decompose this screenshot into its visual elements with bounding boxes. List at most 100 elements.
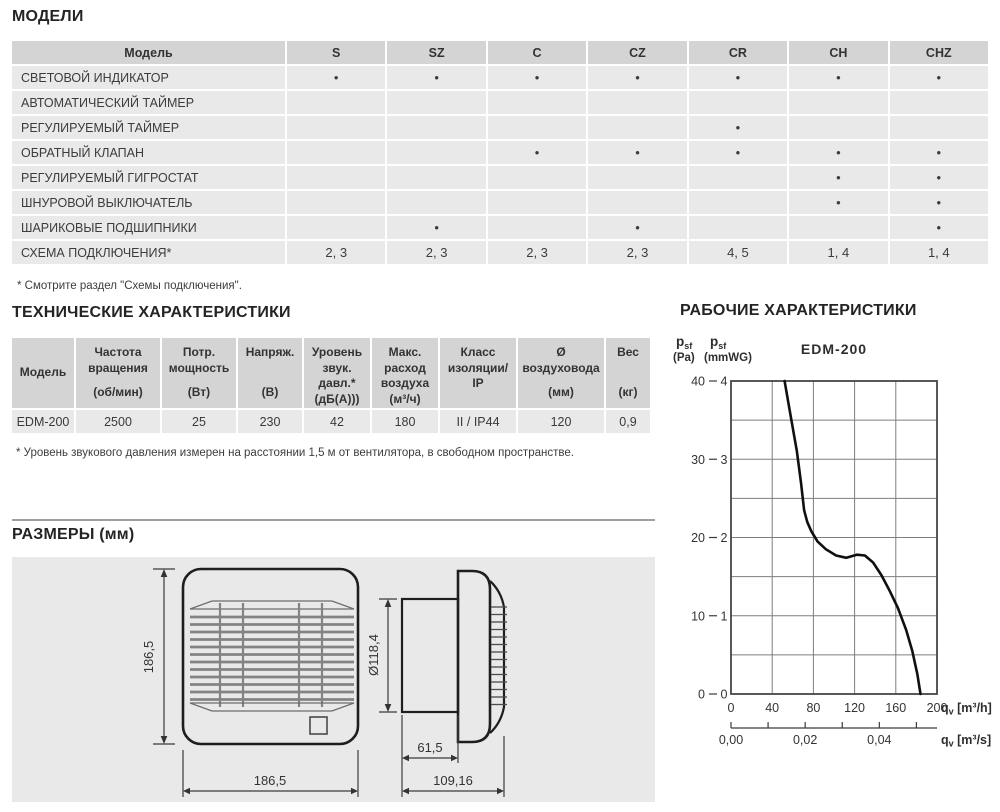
feature-cell: 4, 5 [688,241,788,264]
m3h-tick-label: 40 [765,701,779,715]
tech-col-header: Макс. расход воздуха (м³/ч) [372,338,438,408]
tech-footnote: * Уровень звукового давления измерен на … [16,447,574,459]
duct-spigot [400,597,460,714]
feature-row-label: РЕГУЛИРУЕМЫЙ ГИГРОСТАТ [12,166,285,189]
feature-cell [387,141,486,164]
tech-col-name: Уровень звук. давл.* [311,345,363,391]
feature-cell [387,91,486,114]
shutter-hatching [491,606,507,706]
tech-value: 180 [372,410,438,433]
feature-cell: • [889,166,988,189]
feature-cell [588,116,687,139]
feature-cell: 2, 3 [287,241,386,264]
tech-col-name: Потр. мощность [168,345,230,375]
feature-cell: 2, 3 [387,241,486,264]
dimension-front-height: 186,5 [141,568,175,745]
pa-tick-label: 0 [698,688,705,702]
tech-table: Модель Частота вращения (об/мин) Потр. мо… [12,338,650,433]
performance-section-title: РАБОЧИЕ ХАРАКТЕРИСТИКИ [680,302,917,319]
feature-cell [889,116,988,139]
feature-cell: 2, 3 [588,241,687,264]
feature-cell [487,116,587,139]
grille-ribs [218,603,324,707]
tech-value: 0,9 [606,410,650,433]
tech-col-header: Частота вращения (об/мин) [76,338,160,408]
shutter-flare [489,580,506,734]
duct-length-label: 61,5 [417,740,442,755]
tech-col-header: Напряж. (В) [238,338,302,408]
dimension-duct-length: 61,5 [401,715,459,797]
indicator-window [309,716,328,735]
tech-col-header: Модель [12,338,74,408]
tech-value: 42 [304,410,370,433]
tech-col-unit: (мм) [548,385,574,400]
grille-bottom-cap [189,702,355,712]
feature-cell: • [588,216,687,239]
dimensions-panel: 186,5 186,5 [12,557,655,802]
models-col-header: CHZ [889,41,988,64]
feature-cell: 1, 4 [889,241,988,264]
models-col-header: C [487,41,587,64]
pa-tick-label: 30 [691,453,705,467]
feature-cell [387,116,486,139]
feature-cell: • [789,166,888,189]
models-col-header: CR [688,41,788,64]
models-section-title: МОДЕЛИ [12,8,84,25]
feature-cell: • [688,141,788,164]
tech-col-unit: (кг) [618,385,638,400]
feature-cell [688,216,788,239]
mmwg-tick-label: 1 [721,609,728,623]
tech-col-name: Ø воздуховода [522,345,600,375]
tech-col-name: Макс. расход воздуха [380,345,430,391]
tech-col-name: Вес [617,345,639,359]
m3h-tick-label: 160 [885,701,906,715]
tech-value-model: EDM-200 [12,410,74,433]
feature-cell [487,191,587,214]
models-footnote: * Смотрите раздел "Схемы подключения". [17,280,242,292]
feature-cell: 1, 4 [789,241,888,264]
tech-value: 120 [518,410,604,433]
feature-cell: • [789,66,888,89]
feature-cell [287,191,386,214]
feature-cell: • [387,66,486,89]
pa-tick-label: 20 [691,531,705,545]
feature-cell: • [688,116,788,139]
m3h-tick-label: 0 [728,701,735,715]
models-col-header: CH [789,41,888,64]
feature-cell: • [688,66,788,89]
total-depth-label: 109,16 [433,773,473,788]
feature-cell [487,166,587,189]
duct-diameter-label: Ø118,4 [366,634,381,676]
feature-cell [287,116,386,139]
feature-cell [789,91,888,114]
tech-col-header: Ø воздуховода (мм) [518,338,604,408]
feature-cell [287,166,386,189]
pressure-axis-unit-pa: (Pa) [673,352,695,364]
feature-cell: • [889,66,988,89]
flow-axis-caption-m3s: qv [m³/s] [941,733,991,749]
feature-row-label: РЕГУЛИРУЕМЫЙ ТАЙМЕР [12,116,285,139]
m3s-tick-label: 0,00 [719,733,743,747]
dimensions-section-title: РАЗМЕРЫ (мм) [12,526,135,543]
feature-cell [487,216,587,239]
plot-border [730,380,938,695]
tech-col-unit: (В) [261,385,279,400]
m3h-tick-label: 80 [806,701,820,715]
feature-row-label: СВЕТОВОЙ ИНДИКАТОР [12,66,285,89]
models-col-header: SZ [387,41,486,64]
m3h-tick-label: 120 [844,701,865,715]
feature-cell: • [889,191,988,214]
dimension-duct-diameter: Ø118,4 [366,598,397,713]
feature-cell: • [588,66,687,89]
m3s-tick-label: 0,04 [867,733,891,747]
models-col-header: Модель [12,41,285,64]
models-col-header: CZ [588,41,687,64]
tech-value: 2500 [76,410,160,433]
dimension-front-width: 186,5 [182,750,359,797]
feature-cell [688,166,788,189]
feature-cell: • [789,141,888,164]
feature-cell [487,91,587,114]
chart-title: EDM-200 [801,341,867,357]
